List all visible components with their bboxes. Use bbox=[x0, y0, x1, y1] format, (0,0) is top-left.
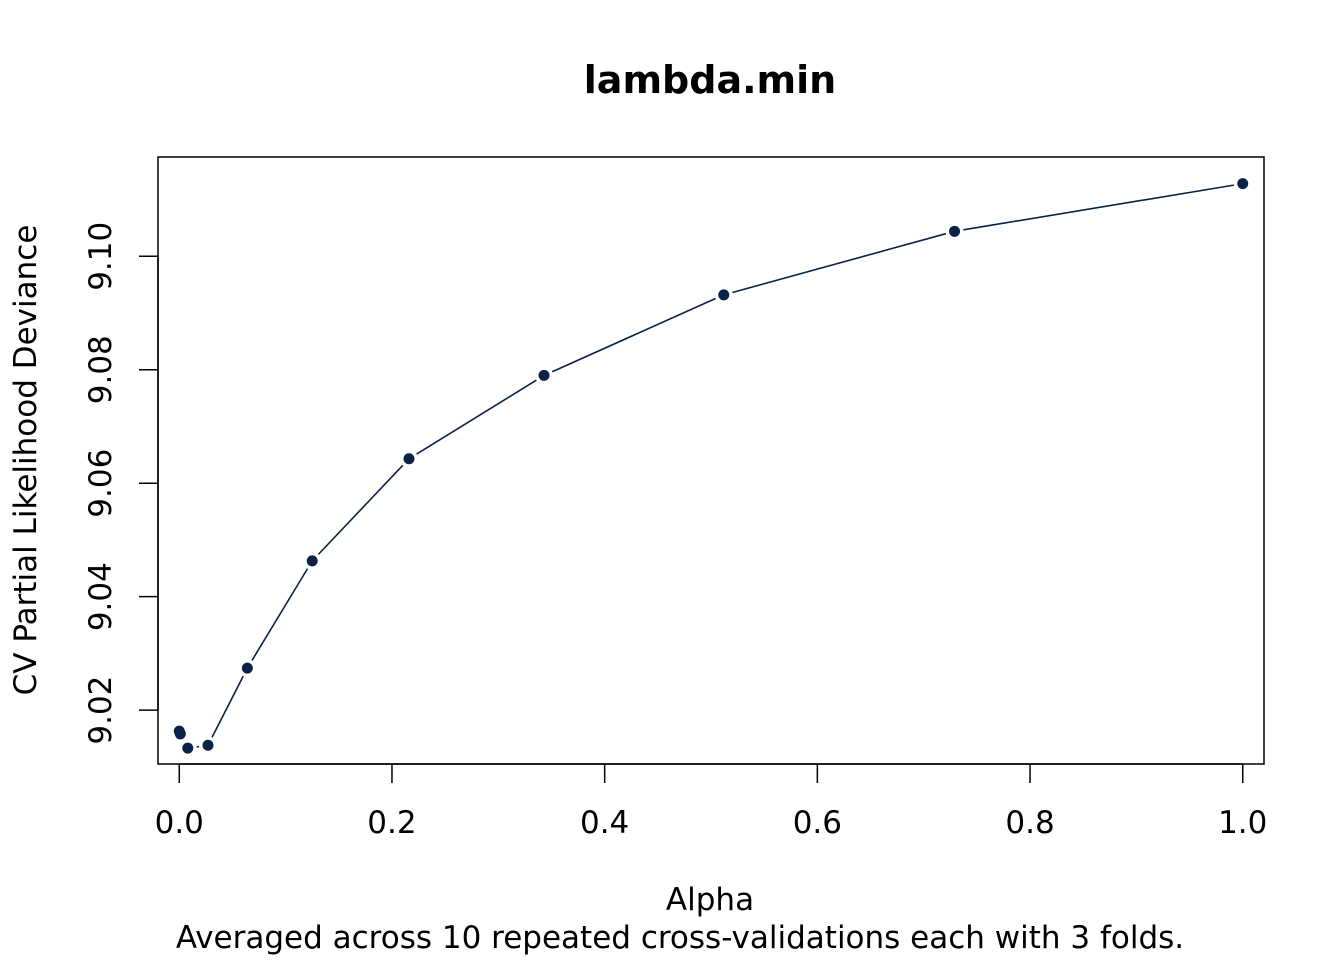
data-point bbox=[718, 289, 730, 301]
x-tick-label: 0.0 bbox=[155, 805, 204, 841]
chart-title: lambda.min bbox=[584, 58, 836, 102]
data-point bbox=[241, 662, 253, 674]
y-axis: 9.02 9.04 9.06 9.08 9.10 bbox=[83, 222, 159, 745]
x-tick-label: 0.2 bbox=[367, 805, 416, 841]
data-point bbox=[182, 742, 194, 754]
y-tick-label: 9.02 bbox=[83, 676, 119, 745]
y-tick-label: 9.08 bbox=[83, 335, 119, 404]
y-tick-label: 9.10 bbox=[83, 222, 119, 291]
series-line-segment bbox=[211, 675, 244, 738]
data-point bbox=[306, 555, 318, 567]
data-point bbox=[202, 739, 214, 751]
x-tick-label: 0.4 bbox=[580, 805, 629, 841]
series-line-segment bbox=[317, 464, 404, 555]
series-line-segment bbox=[732, 232, 947, 294]
y-axis-label: CV Partial Likelihood Deviance bbox=[8, 225, 44, 696]
x-axis: 0.0 0.2 0.4 0.6 0.8 1.0 bbox=[155, 763, 1267, 841]
data-point bbox=[949, 225, 961, 237]
y-tick-label: 9.04 bbox=[83, 562, 119, 631]
x-tick-label: 0.6 bbox=[793, 805, 842, 841]
data-point bbox=[174, 728, 186, 740]
series-line-segment bbox=[963, 184, 1234, 231]
series-line-segment bbox=[551, 297, 716, 373]
data-point bbox=[1237, 178, 1249, 190]
plot-area-border bbox=[157, 156, 1265, 765]
series-layer bbox=[173, 178, 1249, 754]
y-tick-label: 9.06 bbox=[83, 449, 119, 518]
data-point bbox=[403, 453, 415, 465]
x-tick-label: 1.0 bbox=[1218, 805, 1267, 841]
series-line-segment bbox=[416, 379, 537, 455]
x-tick-label: 0.8 bbox=[1005, 805, 1054, 841]
data-point bbox=[538, 369, 550, 381]
chart-subtitle: Averaged across 10 repeated cross-valida… bbox=[176, 920, 1184, 956]
x-axis-label: Alpha bbox=[666, 882, 754, 918]
series-line-segment bbox=[251, 568, 309, 661]
